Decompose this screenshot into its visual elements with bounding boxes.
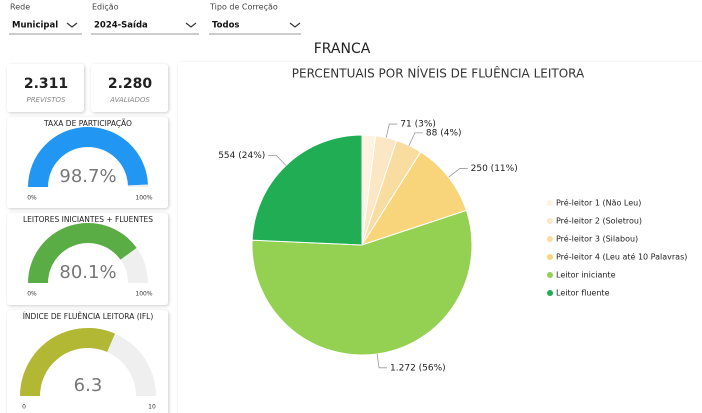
chevron[interactable] bbox=[185, 22, 197, 28]
gauge-value-arc bbox=[28, 126, 148, 187]
pie-slice bbox=[251, 134, 363, 246]
legend-label[interactable]: Pré-leitor 2 (Soletrou) bbox=[556, 216, 642, 226]
leader-line bbox=[268, 155, 287, 166]
chart-title: PERCENTUAIS POR NÍVEIS DE FLUÊNCIA LEITO… bbox=[292, 66, 585, 81]
data-label: 71 (3%) bbox=[400, 120, 436, 130]
gauge-value-arc bbox=[20, 328, 116, 396]
data-label: 1.272 (56%) bbox=[390, 363, 446, 373]
leader-line bbox=[385, 123, 398, 138]
legend-swatch bbox=[547, 200, 553, 206]
leader-line bbox=[376, 353, 388, 369]
data-label: 88 (4%) bbox=[426, 128, 462, 138]
legend-label[interactable]: Pré-leitor 3 (Silabou) bbox=[556, 234, 638, 244]
filter-label: Rede bbox=[10, 3, 30, 12]
gauge-card bbox=[7, 310, 168, 413]
gauge-max: 100% bbox=[135, 195, 152, 202]
kpi-value: 2.280 bbox=[108, 76, 153, 92]
gauge-min: 0 bbox=[22, 404, 26, 411]
legend-swatch bbox=[547, 290, 553, 296]
legend-swatch bbox=[547, 254, 553, 260]
gauge-title: ÍNDICE DE FLUÊNCIA LEITORA (IFL) bbox=[23, 312, 154, 321]
legend-label[interactable]: Leitor iniciante bbox=[556, 271, 616, 280]
gauge-value-arc bbox=[28, 223, 137, 283]
page-title: FRANCA bbox=[314, 41, 371, 57]
data-label: 250 (11%) bbox=[471, 164, 518, 174]
leader-line bbox=[448, 168, 468, 178]
gauge-value: 80.1% bbox=[59, 262, 116, 283]
gauge-min: 0% bbox=[27, 291, 37, 298]
filter-label: Tipo de Correção bbox=[209, 3, 278, 12]
legend-swatch bbox=[547, 218, 553, 224]
leader-line bbox=[408, 132, 423, 146]
chevron[interactable] bbox=[66, 22, 78, 28]
kpi-card bbox=[91, 64, 168, 112]
gauge-min: 0% bbox=[27, 195, 37, 202]
kpi-value: 2.311 bbox=[24, 76, 68, 92]
data-label: 554 (24%) bbox=[218, 151, 265, 161]
filter-value[interactable]: Municipal bbox=[12, 21, 58, 31]
kpi-label: PREVISTOS bbox=[26, 96, 66, 104]
gauge-max: 100% bbox=[135, 291, 152, 298]
filter-value[interactable]: 2024-Saída bbox=[94, 21, 148, 31]
kpi-card bbox=[7, 64, 84, 112]
legend-swatch bbox=[547, 236, 553, 242]
legend-label[interactable]: Leitor fluente bbox=[556, 289, 610, 298]
legend-swatch bbox=[547, 272, 553, 278]
gauge-value: 6.3 bbox=[74, 375, 103, 396]
filter-chevrons bbox=[66, 22, 301, 28]
gauge-title: LEITORES INICIANTES + FLUENTES bbox=[23, 215, 153, 224]
legend-label[interactable]: Pré-leitor 1 (Não Leu) bbox=[556, 198, 641, 208]
kpi-label: AVALIADOS bbox=[109, 96, 150, 104]
filter-value[interactable]: Todos bbox=[212, 21, 240, 31]
gauge-value: 98.7% bbox=[59, 166, 116, 187]
pie-slice bbox=[360, 151, 468, 246]
gauge-title: TAXA DE PARTICIPAÇÃO bbox=[43, 119, 132, 128]
filter-label: Edição bbox=[92, 3, 119, 12]
legend-label[interactable]: Pré-leitor 4 (Leu até 10 Palavras) bbox=[556, 252, 687, 262]
gauge-max: 10 bbox=[148, 404, 156, 411]
pie-slice bbox=[251, 209, 473, 356]
chevron[interactable] bbox=[289, 22, 301, 28]
